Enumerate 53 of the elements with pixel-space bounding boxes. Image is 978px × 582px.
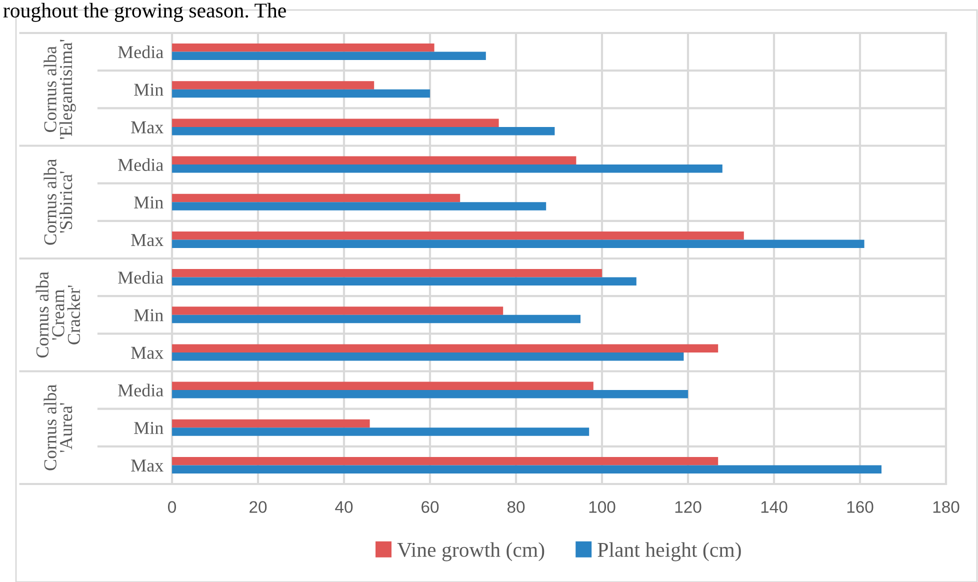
bar [172, 382, 594, 390]
bar [172, 164, 722, 173]
bar [172, 428, 590, 436]
x-tick-label: 20 [250, 501, 267, 513]
x-tick-label: 180 [933, 501, 960, 513]
y-tick-label: Min [134, 196, 164, 208]
legend-label: Vine growth (cm) [397, 542, 544, 562]
x-tick-label: 0 [168, 501, 176, 513]
bar [172, 126, 555, 136]
y-tick-label: Max [131, 234, 164, 246]
bar [172, 306, 504, 315]
y-tick-label: Media [118, 46, 164, 58]
bar [172, 89, 430, 98]
text: Cornus alba 'Sibirica' [44, 159, 72, 245]
bar [172, 277, 636, 286]
y-tick-label: Max [131, 346, 164, 359]
x-tick-label: 40 [335, 501, 353, 513]
y-tick-label: Media [118, 158, 164, 171]
bar [172, 156, 576, 165]
x-tick-label: 80 [507, 501, 525, 513]
y-tick-label: Min [134, 84, 164, 96]
x-tick-label: 120 [675, 501, 702, 513]
bar [172, 202, 546, 210]
bar [172, 44, 434, 52]
bar [172, 81, 374, 90]
bar [172, 419, 370, 428]
text: Cornus alba 'Cream Cracker' [36, 272, 80, 358]
bar [172, 118, 499, 127]
text: roughout the growing season. The [3, 2, 286, 22]
bar [172, 390, 688, 398]
bar [172, 344, 718, 352]
y-tick-label: Min [134, 422, 164, 434]
bar [172, 465, 882, 474]
y-tick-label: Media [118, 384, 164, 396]
x-tick-label: 100 [589, 501, 616, 513]
y-tick-label: Max [131, 460, 164, 472]
x-tick-label: 160 [847, 501, 874, 513]
bar [172, 240, 864, 248]
x-tick-label: 60 [422, 501, 439, 513]
y-tick-label: Max [131, 121, 164, 134]
text: Cornus alba 'Aurea' [44, 384, 72, 470]
text: Cornus alba 'Elegantisima' [44, 40, 76, 139]
bar [172, 52, 486, 60]
y-tick-label: Min [134, 309, 164, 322]
bar [172, 231, 744, 240]
legend-label: Plant height (cm) [598, 542, 741, 562]
y-tick-label: Media [118, 271, 164, 284]
bar [172, 314, 580, 324]
x-tick-label: 140 [761, 501, 788, 513]
bar [172, 352, 684, 361]
bar [172, 194, 460, 202]
bar [172, 269, 602, 278]
bar [172, 456, 718, 466]
